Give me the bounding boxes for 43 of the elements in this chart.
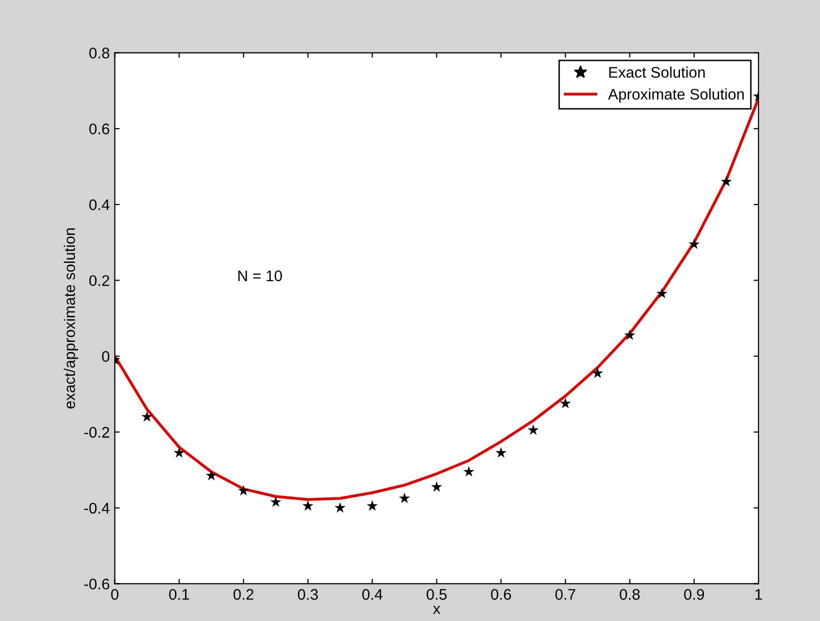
point [302, 500, 314, 511]
x-tick-label: 1 [755, 589, 762, 600]
x-tick-label: 0.8 [620, 589, 640, 600]
point [141, 411, 153, 422]
y-axis-title: exact/approximate solution [64, 228, 78, 408]
legend-label: Aproximate Solution [608, 88, 744, 103]
y-tick-label: -0.4 [84, 502, 110, 514]
y-tick-label: 0.8 [89, 48, 110, 58]
y-tick-label: 0.4 [89, 199, 110, 210]
x-tick-label: 0.6 [491, 589, 511, 600]
point [174, 447, 185, 458]
y-tick-label: 0.2 [89, 275, 110, 286]
x-tick-label: 0.9 [684, 589, 704, 600]
x-tick-label: 0.7 [555, 589, 576, 600]
x-tick-label: 0.1 [169, 589, 190, 600]
y-tick-label: -0.2 [84, 426, 110, 438]
point [528, 424, 539, 435]
y-tick-label: 0 [102, 351, 110, 362]
point [270, 496, 282, 507]
point [463, 466, 474, 477]
point [624, 330, 636, 340]
point [366, 500, 378, 511]
x-tick-label: 0.3 [298, 589, 318, 600]
point [495, 447, 507, 458]
x-axis-title: x [433, 606, 440, 614]
x-tick-label: 0.4 [362, 589, 382, 600]
y-tick-label: -0.6 [84, 578, 110, 590]
point [592, 367, 604, 378]
y-tick-label: 0.6 [89, 124, 110, 134]
x-tick-label: 0.2 [234, 589, 254, 600]
point [431, 481, 442, 492]
point [206, 470, 217, 480]
point [656, 288, 668, 298]
annotation: N = 10 [238, 270, 282, 282]
point [720, 176, 732, 186]
point [334, 502, 346, 513]
point [560, 398, 571, 408]
point [688, 238, 700, 250]
x-tick-label: 0.5 [426, 589, 447, 600]
legend-label: Exact Solution [609, 66, 705, 78]
point [398, 492, 410, 504]
x-tick-label: 0 [111, 589, 118, 600]
point [238, 485, 250, 496]
